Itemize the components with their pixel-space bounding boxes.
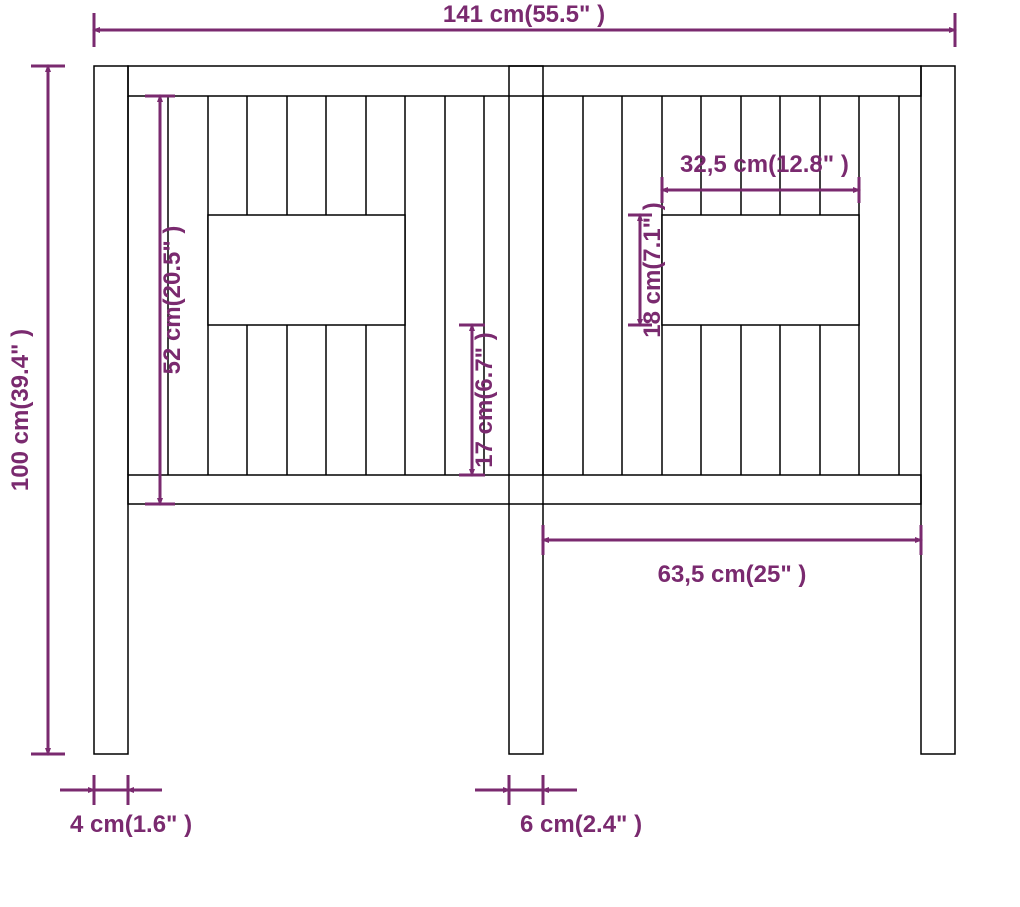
label-rect-h-18: 18 cm(7.1" ) bbox=[639, 202, 666, 337]
label-height-100: 100 cm(39.4" ) bbox=[7, 329, 34, 491]
label-post-4: 4 cm(1.6" ) bbox=[70, 811, 192, 838]
label-rect-w-32_5: 32,5 cm(12.8" ) bbox=[680, 151, 849, 178]
dimension-diagram: 141 cm(55.5" ) 100 cm(39.4" ) 52 cm(20.5" … bbox=[0, 0, 1020, 907]
dimension-labels: 141 cm(55.5" ) 100 cm(39.4" ) 52 cm(20.5" … bbox=[7, 1, 849, 838]
label-panel-52: 52 cm(20.5" ) bbox=[159, 226, 186, 375]
label-center-6: 6 cm(2.4" ) bbox=[520, 811, 642, 838]
label-width-141: 141 cm(55.5" ) bbox=[443, 1, 605, 28]
label-half-63_5: 63,5 cm(25" ) bbox=[658, 561, 807, 588]
label-gap-17: 17 cm(6.7" ) bbox=[471, 332, 498, 467]
